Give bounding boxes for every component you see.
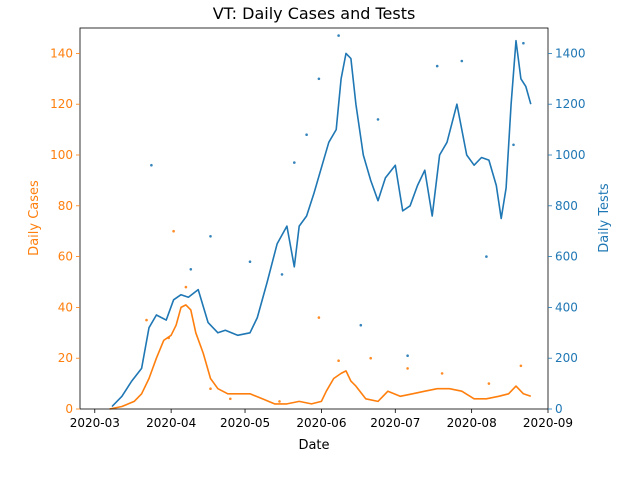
scatter-point-right-2 <box>209 235 212 238</box>
chart-title: VT: Daily Cases and Tests <box>213 4 416 23</box>
scatter-point-left-7 <box>317 316 321 319</box>
scatter-point-left-4 <box>209 387 212 391</box>
right-tick-label-5: 1000 <box>555 148 586 162</box>
right-tick-label-0: 0 <box>555 402 563 416</box>
scatter-point-left-8 <box>337 359 340 363</box>
scatter-point-left-12 <box>487 382 491 385</box>
scatter-point-left-2 <box>172 229 175 233</box>
scatter-point-left-3 <box>184 285 188 289</box>
scatter-point-right-7 <box>317 77 321 81</box>
x-tick-label-5: 2020-08 <box>447 416 497 430</box>
scatter-point-right-13 <box>460 59 464 63</box>
scatter-point-left-6 <box>278 400 281 403</box>
x-tick-label-1: 2020-04 <box>146 416 196 430</box>
x-tick-label-6: 2020-09 <box>523 416 573 430</box>
scatter-point-left-9 <box>369 356 373 360</box>
scatter-point-right-4 <box>280 273 284 276</box>
tests-line <box>111 39 532 408</box>
left-tick-label-2: 40 <box>58 300 73 314</box>
scatter-point-right-5 <box>293 161 296 164</box>
right-tick-label-4: 800 <box>555 199 578 213</box>
scatter-point-right-8 <box>337 34 340 37</box>
scatter-point-left-11 <box>440 372 444 375</box>
scatter-point-left-10 <box>406 367 409 370</box>
scatter-point-right-0 <box>150 163 153 167</box>
scatter-point-left-13 <box>519 364 523 368</box>
left-tick-label-5: 100 <box>50 148 73 162</box>
right-tick-label-6: 1200 <box>555 97 586 111</box>
scatter-point-right-1 <box>189 268 193 271</box>
left-tick-label-3: 60 <box>58 250 73 264</box>
right-tick-label-1: 200 <box>555 351 578 365</box>
left-axis-label: Daily Cases <box>27 180 42 256</box>
right-axis-label: Daily Tests <box>597 183 612 253</box>
cases-line <box>109 304 532 410</box>
right-tick-label-7: 1400 <box>555 46 586 60</box>
left-tick-label-0: 0 <box>65 402 73 416</box>
x-tick-label-4: 2020-07 <box>370 416 420 430</box>
left-tick-label-4: 80 <box>58 199 73 213</box>
left-tick-label-1: 20 <box>58 351 73 365</box>
right-tick-label-2: 400 <box>555 300 578 314</box>
scatter-point-left-0 <box>145 318 148 322</box>
plot-frame <box>79 27 549 410</box>
left-tick-label-7: 140 <box>50 46 73 60</box>
scatter-point-right-3 <box>248 260 252 264</box>
scatter-point-right-6 <box>305 133 308 136</box>
scatter-point-right-14 <box>485 255 488 258</box>
x-tick-label-3: 2020-06 <box>296 416 346 430</box>
x-tick-label-2: 2020-05 <box>220 416 270 430</box>
x-tick-label-0: 2020-03 <box>70 416 120 430</box>
x-axis-label: Date <box>298 438 329 453</box>
scatter-point-right-16 <box>522 41 525 45</box>
scatter-point-right-12 <box>435 64 439 68</box>
right-tick-label-3: 600 <box>555 250 578 264</box>
scatter-point-right-15 <box>512 143 515 147</box>
scatter-point-right-9 <box>359 323 363 327</box>
left-tick-label-6: 120 <box>50 97 73 111</box>
scatter-point-right-10 <box>376 118 380 121</box>
plot-area: 2020-03 2020-04 2020-05 2020-06 2020-07 2020-… <box>50 27 586 430</box>
scatter-point-left-5 <box>229 397 232 401</box>
scatter-point-right-11 <box>406 354 409 358</box>
